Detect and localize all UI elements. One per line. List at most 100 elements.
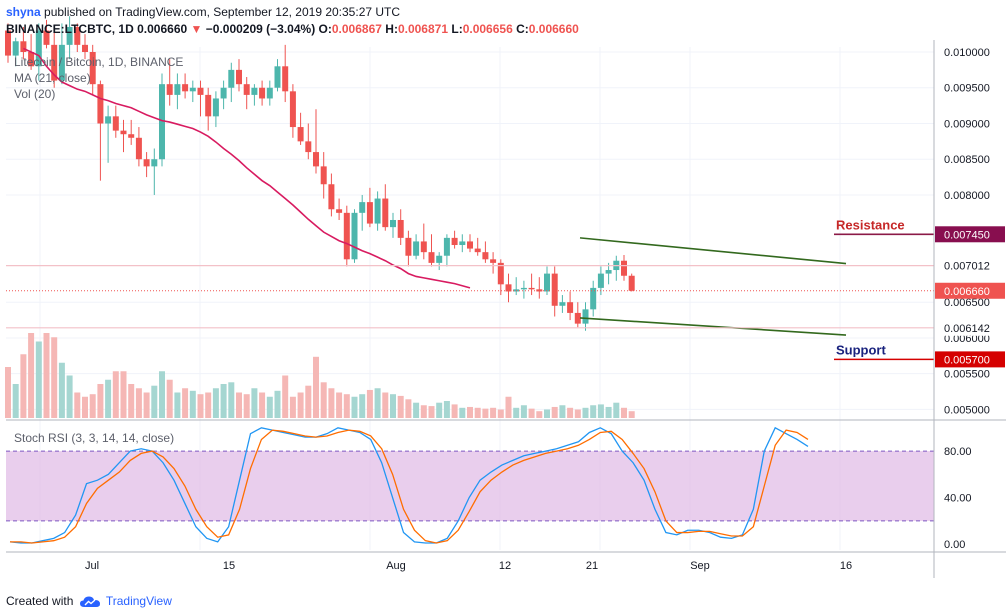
candle-body [151, 159, 158, 167]
axis-labels: 0.010000 0.009500 0.009000 0.008500 0.008000… [14, 47, 1005, 572]
candle-body [621, 260, 627, 276]
candle-body [120, 130, 127, 135]
candle-body [628, 275, 635, 291]
down-arrow-icon: ▼ [190, 22, 203, 36]
candle-body [35, 30, 42, 67]
candle-body [51, 44, 58, 81]
volume-bar [282, 375, 289, 418]
resistance-label: Resistance [836, 217, 905, 232]
price-tick-label: 0.006000 [944, 333, 990, 345]
candle-body [28, 52, 35, 67]
time-tick-label: Jul [85, 560, 99, 572]
candle-body [451, 237, 458, 246]
candle-body [12, 41, 19, 56]
symbol-line: BINANCE:LTCBTC, 1D 0.006660 ▼ −0.000209 … [6, 22, 579, 36]
ma-21-line [23, 47, 471, 289]
volume-bar [628, 411, 635, 418]
volume-bar [66, 375, 73, 418]
volume-bar [159, 371, 165, 418]
volume-bar [105, 379, 112, 418]
rsi-tick-label: 40.00 [944, 493, 972, 505]
candle-body [297, 127, 304, 142]
candle-body [559, 302, 566, 306]
published-line: shyna published on TradingView.com, Sept… [6, 5, 400, 19]
volume-bar [520, 405, 527, 418]
volume-bar [182, 388, 189, 418]
chart-title: Litecoin / Bitcoin, 1D, BINANCE [14, 55, 183, 69]
candle-body [490, 259, 497, 263]
close-label: C: [516, 22, 529, 36]
candle-body [259, 87, 266, 99]
high-label: H: [385, 22, 398, 36]
volume-bar [58, 362, 65, 418]
volume-bar [135, 388, 142, 418]
price-tick-label: 0.005500 [944, 369, 990, 381]
candle-body [482, 252, 489, 260]
volume-bar [490, 407, 497, 418]
volume-bar [582, 407, 589, 418]
footer: Created with TradingView [6, 594, 172, 609]
volume-bar [305, 385, 312, 418]
volume-bar [289, 396, 296, 418]
volume-bar [220, 384, 227, 418]
volume-bar [574, 409, 581, 418]
time-tick-label: 21 [586, 560, 598, 572]
candle-body [420, 241, 427, 253]
last-price: 0.006660 [137, 22, 188, 36]
volume-bar [366, 389, 373, 418]
volume-bar [28, 333, 35, 418]
volume-bar [174, 392, 181, 418]
candle-body [236, 69, 242, 85]
candle-body [82, 44, 88, 53]
price-change: −0.000209 (−3.04%) [205, 22, 316, 36]
candle-body [243, 84, 250, 95]
volume-bar [274, 390, 281, 418]
volume-bar [420, 405, 427, 418]
volume-bar [120, 371, 127, 418]
candle-body [189, 87, 196, 92]
support-price-tag-box [935, 351, 1005, 368]
ma-legend: MA (21, close) [14, 71, 91, 85]
volume-bar [436, 402, 443, 418]
candle-body [20, 41, 27, 53]
price-tick-label: 0.009000 [944, 118, 990, 130]
volume-bar [428, 406, 435, 418]
support-label: Support [836, 342, 886, 357]
volume-bar [467, 406, 473, 418]
created-with-text: Created with [6, 594, 74, 609]
volume-bar [97, 384, 104, 418]
candle-body [182, 84, 189, 92]
candle-body [374, 198, 381, 224]
candle-body [5, 30, 11, 56]
candle-body [112, 116, 119, 131]
candle-body [282, 66, 289, 92]
tradingview-brand[interactable]: TradingView [105, 594, 172, 609]
symbol-name: BINANCE:LTCBTC, 1D [6, 22, 134, 36]
candle-body [212, 98, 219, 117]
candle-body [351, 212, 358, 260]
time-tick-label: Aug [386, 560, 406, 572]
time-tick-label: 15 [223, 560, 235, 572]
volume-bar [43, 333, 50, 418]
vol-legend: Vol (20) [14, 87, 55, 101]
tradingview-cloud-icon [79, 596, 100, 607]
volume-bar [328, 388, 335, 418]
last-price-tag: 0.006660 [944, 286, 990, 298]
volume-bar [413, 402, 420, 418]
candle-body [58, 44, 65, 81]
candle-body [390, 219, 396, 228]
rsi-legend: Stoch RSI (3, 3, 14, 14, close) [14, 431, 174, 445]
author-name[interactable]: shyna [6, 5, 41, 19]
candle-body [505, 284, 512, 292]
volume-bar [82, 396, 88, 418]
candle-body [105, 116, 112, 124]
volume-bar [390, 394, 396, 418]
candle-body [220, 87, 227, 99]
candle-body [135, 137, 142, 160]
volume-bar [151, 385, 158, 418]
open-value: 0.006867 [331, 22, 382, 36]
candle-body [289, 91, 296, 128]
candle-body [405, 237, 412, 256]
volume-bar [236, 392, 242, 418]
stoch-rsi-d-line [10, 429, 809, 544]
